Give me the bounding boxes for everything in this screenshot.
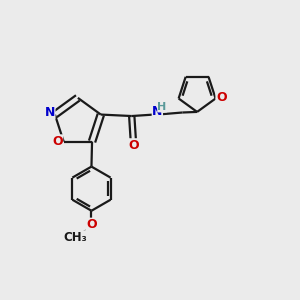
Text: N: N [44, 106, 55, 119]
Text: H: H [158, 102, 167, 112]
Text: O: O [52, 135, 62, 148]
Text: CH₃: CH₃ [63, 231, 87, 244]
Text: O: O [128, 139, 139, 152]
Text: O: O [216, 92, 227, 104]
Text: N: N [152, 105, 163, 119]
Text: O: O [86, 218, 97, 231]
